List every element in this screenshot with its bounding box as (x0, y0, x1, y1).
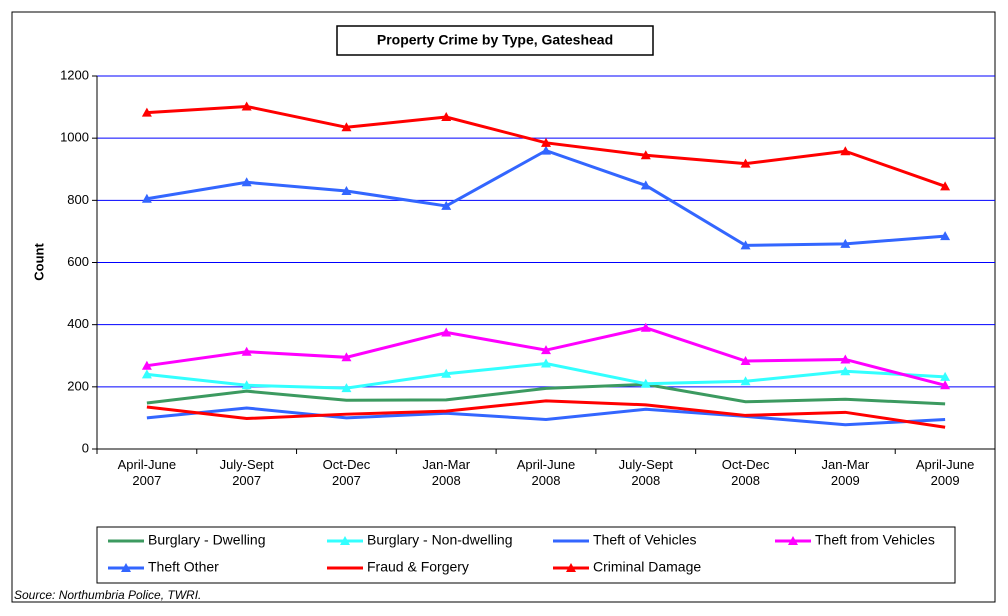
y-tick-label: 600 (67, 254, 89, 269)
x-tick-label: April-June 2008 (517, 457, 576, 488)
point-marker (241, 346, 252, 356)
point-marker (640, 378, 651, 388)
x-tick-label: April-June 2007 (118, 457, 177, 488)
x-tick-label: Oct-Dec 2007 (323, 457, 371, 488)
title-box (336, 25, 654, 56)
y-tick-label: 1200 (60, 67, 89, 82)
point-marker (141, 193, 152, 203)
y-tick-label: 800 (67, 192, 89, 207)
legend-label: Criminal Damage (593, 559, 701, 575)
point-marker (541, 137, 551, 147)
legend-label: Theft from Vehicles (815, 532, 935, 548)
x-tick-label: Oct-Dec 2008 (722, 457, 770, 488)
legend-box (96, 526, 956, 584)
y-axis-label: Count (31, 243, 46, 281)
y-tick-label: 0 (82, 440, 89, 455)
x-tick-label: July-Sept 2008 (619, 457, 674, 488)
chart-border (11, 11, 996, 603)
point-marker (740, 356, 751, 366)
legend-label: Theft of Vehicles (593, 532, 697, 548)
point-marker (241, 177, 252, 187)
legend-marker (121, 563, 131, 572)
point-marker (640, 322, 651, 332)
x-tick-label: April-June 2009 (916, 457, 975, 488)
point-marker (740, 240, 751, 250)
legend-label: Theft Other (148, 559, 219, 575)
point-marker (640, 180, 651, 190)
legend-label: Fraud & Forgery (367, 559, 469, 575)
y-tick-label: 400 (67, 316, 89, 331)
source-note: Source: Northumbria Police, TWRI. (14, 588, 201, 602)
point-marker (541, 358, 551, 368)
point-marker (141, 360, 152, 370)
x-tick-label: July-Sept 2007 (220, 457, 275, 488)
point-marker (840, 354, 851, 364)
y-tick-label: 200 (67, 378, 89, 393)
series-line (146, 382, 946, 406)
legend-marker (340, 536, 350, 545)
point-marker (241, 101, 252, 111)
point-marker (341, 186, 352, 196)
point-marker (341, 383, 352, 393)
point-marker (441, 200, 452, 210)
x-tick-label: Jan-Mar 2008 (422, 457, 470, 488)
series-line (146, 399, 946, 429)
point-marker (740, 376, 751, 386)
point-marker (840, 146, 851, 156)
point-marker (441, 327, 452, 337)
series-line (146, 406, 946, 427)
point-marker (940, 371, 951, 381)
chart-title: Property Crime by Type, Gateshead (377, 32, 613, 48)
y-tick-label: 1000 (60, 130, 89, 145)
point-marker (541, 145, 551, 155)
point-marker (241, 380, 252, 390)
point-marker (940, 231, 951, 241)
point-marker (840, 366, 851, 376)
point-marker (341, 352, 352, 362)
point-marker (441, 368, 452, 378)
point-marker (940, 380, 951, 390)
x-tick-label: Jan-Mar 2009 (821, 457, 869, 488)
point-marker (141, 369, 152, 379)
legend-marker (788, 536, 798, 545)
point-marker (940, 181, 951, 191)
legend-marker (566, 563, 576, 572)
point-marker (740, 158, 751, 168)
point-marker (840, 238, 851, 248)
point-marker (141, 107, 152, 117)
legend-label: Burglary - Non-dwelling (367, 532, 513, 548)
point-marker (640, 150, 651, 160)
point-marker (441, 112, 452, 122)
point-marker (541, 345, 551, 355)
legend-label: Burglary - Dwelling (148, 532, 265, 548)
point-marker (341, 122, 352, 132)
